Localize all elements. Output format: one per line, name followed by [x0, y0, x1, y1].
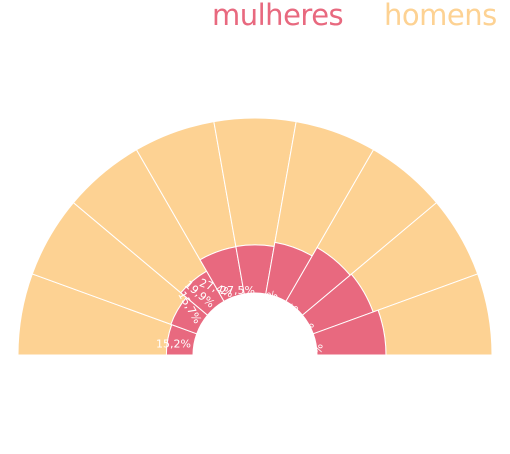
legend-women: mulheres [212, 0, 344, 32]
women-data-label: 35,5% [266, 300, 301, 332]
legend: mulheres homens [0, 0, 510, 40]
women-data-label: 15,2% [156, 338, 191, 351]
legend-men: homens [384, 0, 497, 32]
women-sector-9 [312, 309, 387, 356]
women-data-label: 39,4% [307, 343, 326, 380]
women-data-label: 27,5% [220, 284, 255, 297]
